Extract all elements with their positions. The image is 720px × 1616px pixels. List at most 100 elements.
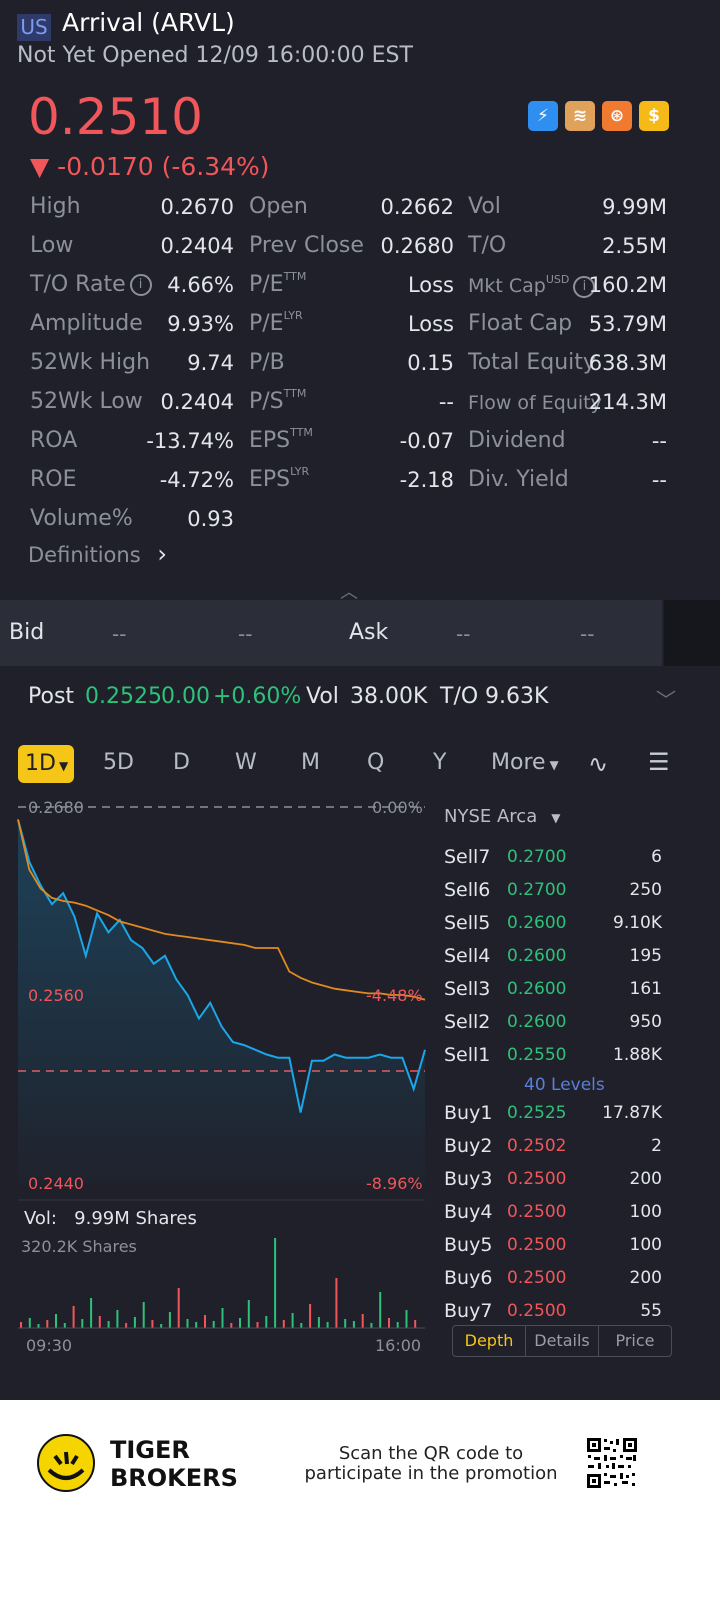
orderbook-segment-control: Depth Details Price xyxy=(452,1325,672,1357)
volume-bar xyxy=(212,1321,215,1328)
stat-value: -4.72% xyxy=(159,468,234,492)
layers-a-icon[interactable]: ≋ xyxy=(565,101,595,131)
stat-value: 9.93% xyxy=(167,312,234,336)
promo-footer xyxy=(0,1400,720,1616)
stat-label: Volume% xyxy=(30,506,133,531)
stat-label: High xyxy=(30,194,81,219)
segment-price[interactable]: Price xyxy=(615,1331,655,1350)
buy-level-quantity: 2 xyxy=(651,1136,662,1156)
info-icon[interactable]: i xyxy=(129,274,152,296)
volume-bar xyxy=(247,1300,250,1328)
info-icon[interactable]: i xyxy=(573,275,596,298)
sell-level-quantity: 6 xyxy=(651,847,662,867)
tab-1d[interactable]: 1D ▼ xyxy=(18,745,74,783)
volume-bar xyxy=(256,1322,259,1328)
bid-price: -- xyxy=(112,622,127,646)
volume-bar xyxy=(335,1278,338,1328)
stat-value: 0.2404 xyxy=(160,234,234,258)
stat-label: 52Wk Low xyxy=(30,389,143,414)
buy-level-quantity: 17.87K xyxy=(602,1103,662,1123)
levels-link[interactable]: 40 Levels xyxy=(524,1075,605,1095)
volume-bar xyxy=(309,1304,312,1328)
tab-q[interactable]: Q xyxy=(367,750,385,775)
dollar-icon[interactable]: $ xyxy=(639,101,669,131)
tab-y[interactable]: Y xyxy=(433,750,447,775)
price-area xyxy=(18,819,425,1183)
buy-level-name: Buy5 xyxy=(444,1234,493,1256)
stat-label-market-cap[interactable]: Mkt CapUSD i xyxy=(468,273,596,298)
bid-ask-side-panel xyxy=(664,600,720,666)
stat-value: 0.2680 xyxy=(380,234,454,258)
buy-level-quantity: 100 xyxy=(629,1202,662,1222)
volume-bar xyxy=(125,1323,128,1328)
ask-label: Ask xyxy=(349,620,389,645)
sell-level-quantity: 195 xyxy=(629,946,662,966)
post-to: 9.63K xyxy=(485,684,549,709)
definitions-link[interactable]: Definitions › xyxy=(28,540,167,568)
sell-level-price: 0.2600 xyxy=(507,1012,567,1032)
ask-size: -- xyxy=(580,622,595,646)
stat-value: 9.99M xyxy=(602,195,667,219)
stat-value: 638.3M xyxy=(588,351,667,375)
sell-level-price: 0.2600 xyxy=(507,913,567,933)
volume-bar xyxy=(396,1322,399,1328)
buy-level-name: Buy1 xyxy=(444,1102,493,1124)
volume-bar xyxy=(98,1316,101,1328)
bid-size: -- xyxy=(238,622,253,646)
sell-level-name: Sell1 xyxy=(444,1044,491,1066)
chart-settings-icon[interactable]: ☰ xyxy=(648,748,670,776)
stat-value: 160.2M xyxy=(588,273,667,297)
volume-bar xyxy=(282,1320,285,1328)
sell-level-price: 0.2700 xyxy=(507,847,567,867)
stat-label: P/ETTM xyxy=(249,270,307,297)
intraday-chart[interactable] xyxy=(0,790,440,1360)
volume-bar xyxy=(204,1315,206,1328)
sell-level-quantity: 9.10K xyxy=(613,913,662,933)
buy-level-name: Buy4 xyxy=(444,1201,493,1223)
segment-details[interactable]: Details xyxy=(526,1326,599,1356)
stat-value: 4.66% xyxy=(167,273,234,297)
segment-depth[interactable]: Depth xyxy=(453,1326,526,1356)
tab-5d[interactable]: 5D xyxy=(103,750,134,775)
stat-label-turnover-rate[interactable]: T/O Rate i xyxy=(30,272,152,297)
buy-level-price: 0.2525 xyxy=(507,1103,567,1123)
sell-level-price: 0.2600 xyxy=(507,946,567,966)
volume-bar xyxy=(379,1292,382,1328)
stat-label: ROE xyxy=(30,467,77,492)
volume-bar xyxy=(107,1321,110,1328)
stat-label: Total Equity xyxy=(468,350,596,375)
volume-bar xyxy=(37,1324,40,1328)
volume-bar xyxy=(414,1320,417,1328)
volume-max-label: 320.2K Shares xyxy=(21,1237,137,1256)
stat-value: Loss xyxy=(407,273,454,297)
brand-name: TIGER BROKERS xyxy=(110,1436,238,1492)
volume-bar xyxy=(344,1319,347,1328)
expand-chevron-down-icon[interactable]: ﹀ xyxy=(656,688,676,712)
volume-bar xyxy=(230,1323,233,1328)
sell-level-quantity: 250 xyxy=(629,880,662,900)
lightning-badge-icon[interactable]: ⚡ xyxy=(528,101,558,131)
stat-label: P/ELYR xyxy=(249,309,303,336)
volume-bars xyxy=(20,1238,417,1328)
stat-value: -13.74% xyxy=(146,429,234,453)
post-percent: +0.60% xyxy=(213,684,302,709)
tab-w[interactable]: W xyxy=(235,750,257,775)
tab-m[interactable]: M xyxy=(301,750,320,775)
buy-level-quantity: 200 xyxy=(629,1268,662,1288)
tab-d[interactable]: D xyxy=(173,750,190,775)
buy-level-quantity: 55 xyxy=(640,1301,662,1321)
volume-bar xyxy=(186,1319,189,1328)
buy-level-price: 0.2500 xyxy=(507,1169,567,1189)
ask-price: -- xyxy=(456,622,471,646)
tab-more[interactable]: More ▼ xyxy=(491,750,559,775)
stat-label: Amplitude xyxy=(30,311,143,336)
stat-label: ROA xyxy=(30,428,78,453)
share-circle-icon[interactable]: ⊛ xyxy=(602,101,632,131)
exchange-selector[interactable]: NYSE Arca ▼ xyxy=(444,806,561,827)
stat-value: -- xyxy=(438,390,454,414)
collapse-chevron-up-icon[interactable]: ︿ xyxy=(340,582,358,603)
indicator-wave-icon[interactable]: ∿ xyxy=(588,750,609,778)
stat-value: 0.2404 xyxy=(160,390,234,414)
sell-level-name: Sell5 xyxy=(444,912,491,934)
stat-value: -2.18 xyxy=(399,468,454,492)
